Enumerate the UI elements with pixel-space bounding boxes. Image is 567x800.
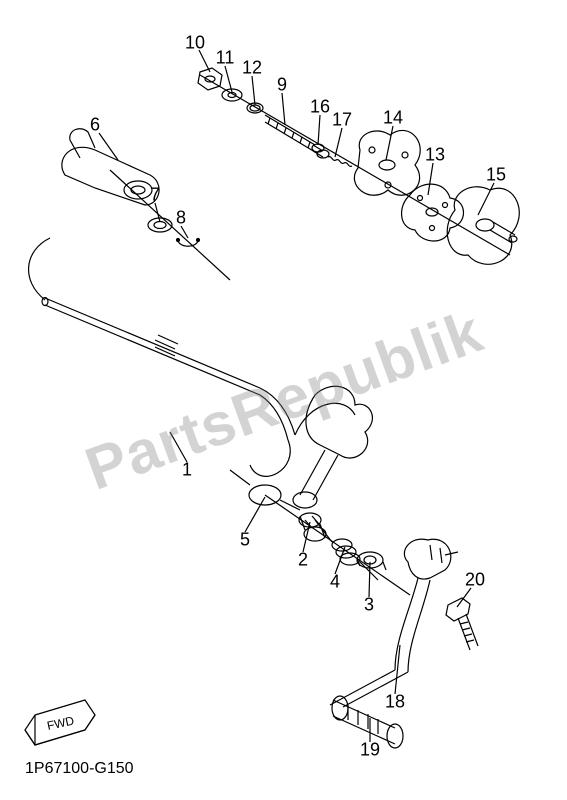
callout-20: 20	[465, 570, 485, 591]
callout-6: 6	[90, 115, 100, 136]
callout-10: 10	[185, 33, 205, 54]
callout-5: 5	[240, 530, 250, 551]
callout-2: 2	[298, 550, 308, 571]
callout-17: 17	[332, 110, 352, 131]
callout-14: 14	[383, 108, 403, 129]
callout-15: 15	[486, 165, 506, 186]
callout-18: 18	[385, 692, 405, 713]
callout-11: 11	[216, 48, 235, 69]
callout-1: 1	[182, 460, 192, 481]
callout-3: 3	[364, 595, 374, 616]
callout-8: 8	[176, 208, 186, 229]
parts-diagram-svg: FWD	[0, 0, 567, 800]
callout-13: 13	[425, 145, 445, 166]
callout-12: 12	[242, 58, 262, 79]
diagram-part-code: 1P67100-G150	[25, 760, 134, 778]
callout-19: 19	[360, 740, 380, 761]
callout-7: 7	[150, 185, 160, 206]
callout-16: 16	[310, 97, 330, 118]
callout-4: 4	[330, 572, 340, 593]
callout-9: 9	[277, 75, 287, 96]
